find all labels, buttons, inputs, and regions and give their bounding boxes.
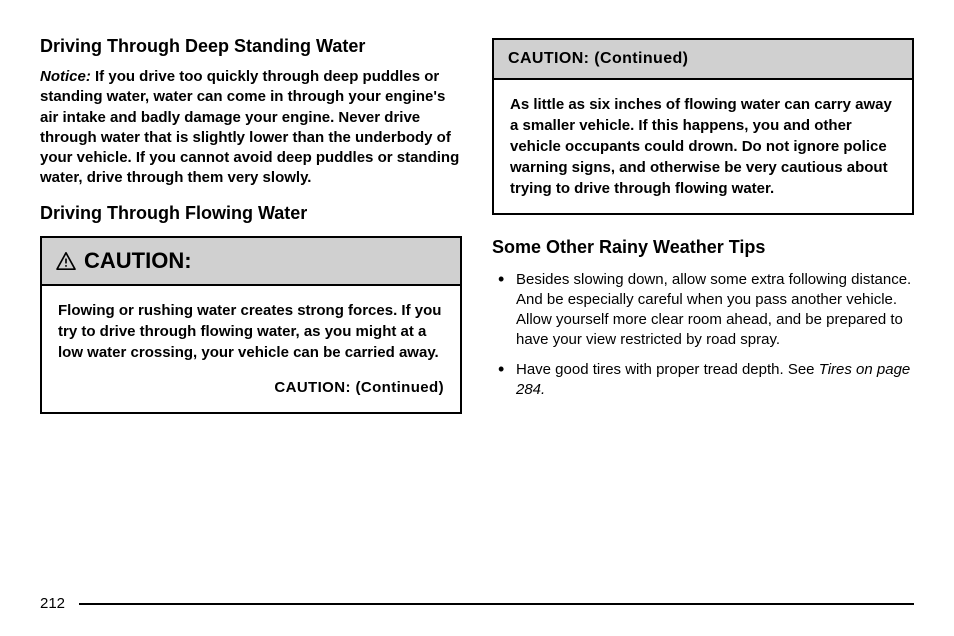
right-column: CAUTION: (Continued) As little as six in… (492, 30, 914, 414)
footer-rule (79, 603, 914, 605)
caution-title: CAUTION: (84, 248, 192, 274)
list-item: Have good tires with proper tread depth.… (492, 360, 914, 400)
left-column: Driving Through Deep Standing Water Noti… (40, 30, 462, 414)
two-column-layout: Driving Through Deep Standing Water Noti… (40, 30, 914, 414)
caution-continued-body: As little as six inches of flowing water… (494, 80, 912, 213)
caution-continued-header: CAUTION: (Continued) (494, 40, 912, 80)
caution-body: Flowing or rushing water creates strong … (42, 286, 460, 412)
caution-header: CAUTION: (42, 238, 460, 286)
caution-box-continued: CAUTION: (Continued) As little as six in… (492, 38, 914, 215)
notice-paragraph: Notice: If you drive too quickly through… (40, 67, 462, 189)
heading-flowing-water: Driving Through Flowing Water (40, 203, 462, 224)
tip-text: Have good tires with proper tread depth.… (516, 361, 819, 378)
heading-rainy-tips: Some Other Rainy Weather Tips (492, 237, 914, 258)
tips-list: Besides slowing down, allow some extra f… (492, 270, 914, 400)
caution-box-main: CAUTION: Flowing or rushing water create… (40, 236, 462, 414)
tip-text: Besides slowing down, allow some extra f… (516, 271, 911, 348)
caution-continued-label: CAUTION: (Continued) (58, 377, 444, 398)
warning-triangle-icon (56, 252, 76, 270)
notice-text: If you drive too quickly through deep pu… (40, 68, 459, 186)
page-footer: 212 (40, 595, 914, 612)
page-number: 212 (40, 595, 65, 612)
heading-deep-water: Driving Through Deep Standing Water (40, 36, 462, 57)
caution-body-text: Flowing or rushing water creates strong … (58, 302, 441, 361)
notice-label: Notice: (40, 68, 91, 85)
list-item: Besides slowing down, allow some extra f… (492, 270, 914, 350)
